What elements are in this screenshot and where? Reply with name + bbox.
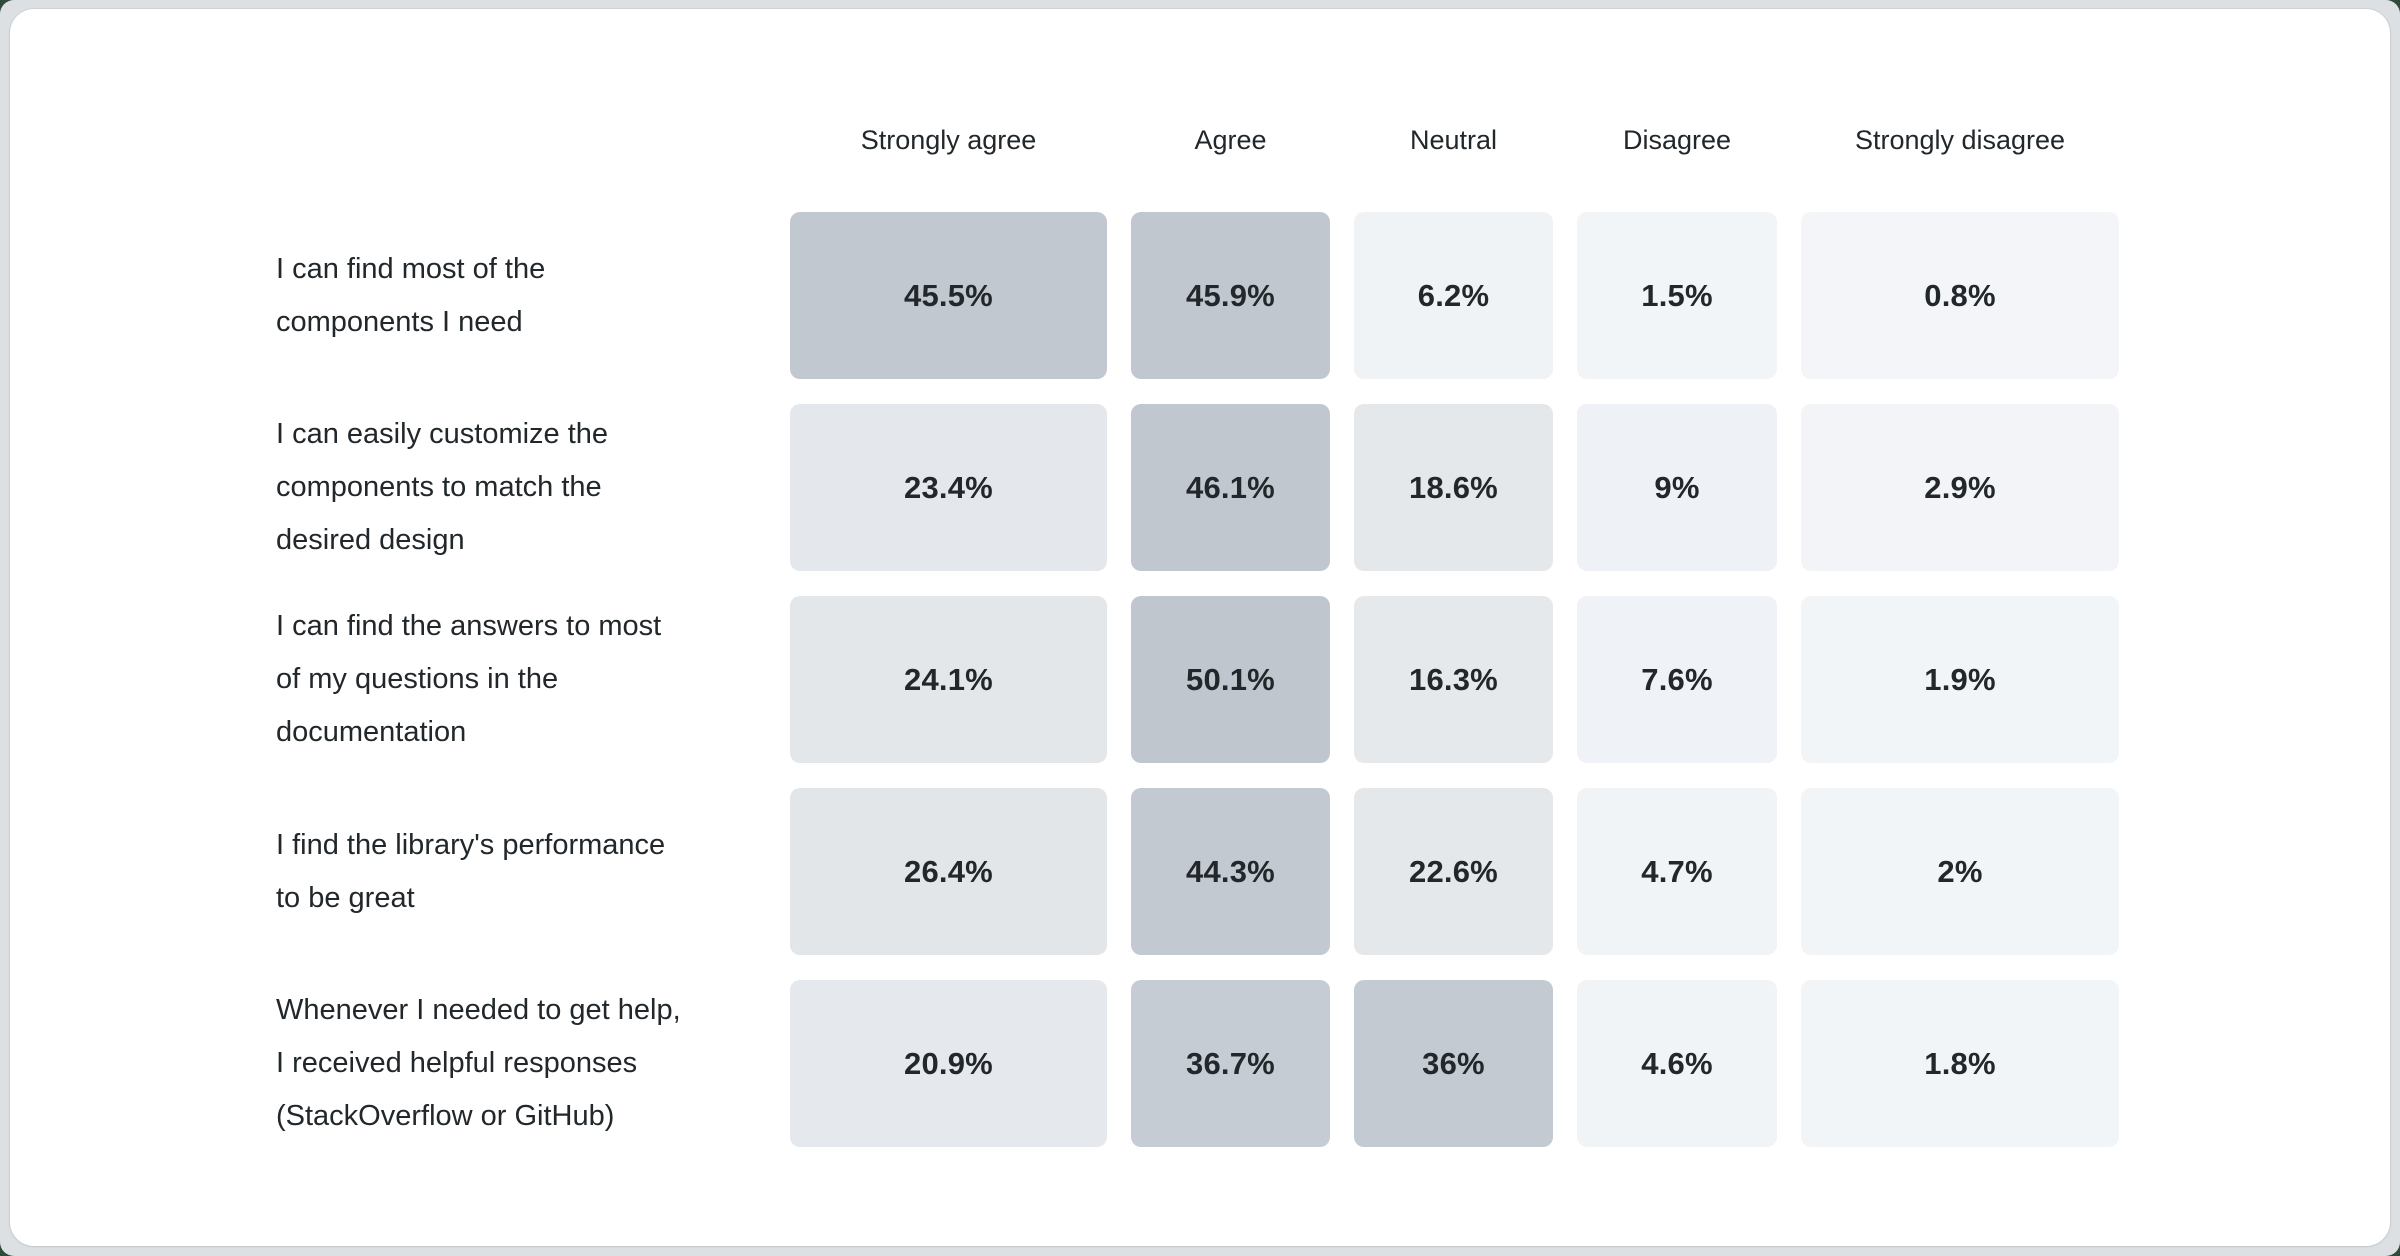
corner-spacer (276, 123, 766, 187)
column-header-strongly-disagree: Strongly disagree (1854, 125, 2066, 155)
row-label: I find the library's performance to be g… (276, 828, 666, 914)
matrix-cell: 50.1% (1131, 596, 1330, 763)
matrix-cell: 16.3% (1354, 596, 1553, 763)
matrix-cell: 45.9% (1131, 212, 1330, 379)
survey-card: Strongly agree Agree Neutral Disagree St… (10, 9, 2390, 1246)
matrix-cell: 36.7% (1131, 980, 1330, 1147)
row-label: I can easily customize the components to… (276, 418, 609, 556)
row-label: I can find the answers to most of my que… (276, 610, 662, 748)
matrix-cell: 44.3% (1131, 788, 1330, 955)
matrix-cell: 2% (1801, 788, 2119, 955)
matrix-cell: 24.1% (790, 596, 1107, 763)
matrix-cell: 22.6% (1354, 788, 1553, 955)
row-label: I can find most of the components I need (276, 252, 546, 338)
matrix-cell: 4.7% (1577, 788, 1777, 955)
column-header-disagree: Disagree (1622, 125, 1732, 155)
matrix-cell: 18.6% (1354, 404, 1553, 571)
matrix-cell: 2.9% (1801, 404, 2119, 571)
matrix-cell: 46.1% (1131, 404, 1330, 571)
matrix-cell: 26.4% (790, 788, 1107, 955)
matrix-cell: 23.4% (790, 404, 1107, 571)
matrix-cell: 6.2% (1354, 212, 1553, 379)
matrix-cell: 1.5% (1577, 212, 1777, 379)
matrix-cell: 1.9% (1801, 596, 2119, 763)
matrix-cell: 45.5% (790, 212, 1107, 379)
survey-heatmap: Strongly agree Agree Neutral Disagree St… (276, 123, 2119, 1147)
column-header-agree: Agree (1194, 125, 1267, 155)
matrix-cell: 1.8% (1801, 980, 2119, 1147)
matrix-cell: 9% (1577, 404, 1777, 571)
column-header-strongly-agree: Strongly agree (860, 125, 1037, 155)
matrix-cell: 7.6% (1577, 596, 1777, 763)
matrix-cell: 4.6% (1577, 980, 1777, 1147)
column-header-neutral: Neutral (1409, 125, 1498, 155)
matrix-cell: 20.9% (790, 980, 1107, 1147)
row-label: Whenever I needed to get help, I receive… (276, 994, 681, 1132)
matrix-cell: 0.8% (1801, 212, 2119, 379)
matrix-cell: 36% (1354, 980, 1553, 1147)
